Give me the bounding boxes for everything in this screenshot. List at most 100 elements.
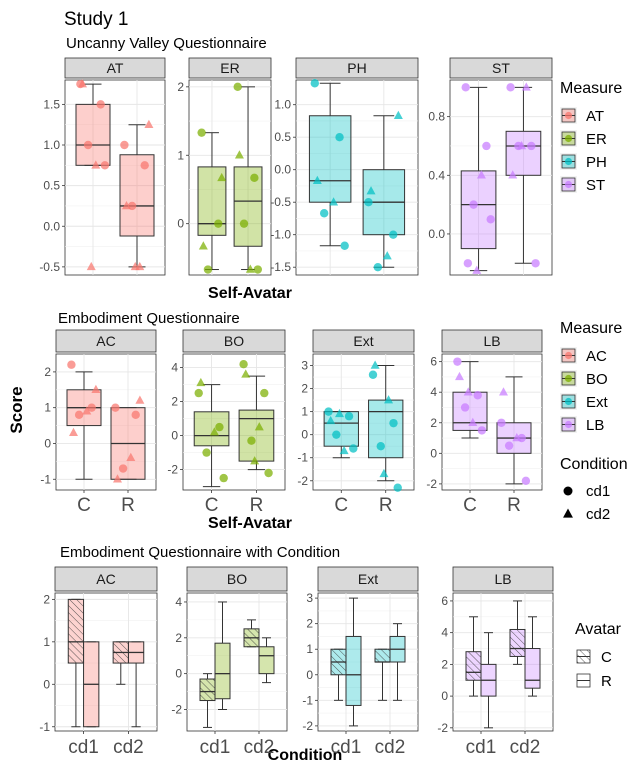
- y-tick-label: 1: [44, 401, 51, 415]
- data-point-cd2: [472, 265, 482, 274]
- data-point-cd1: [504, 441, 514, 450]
- data-point-cd2: [366, 186, 376, 195]
- chart-2: Embodiment Questionnaire Self-Avatar AC -1 0…: [40, 310, 627, 532]
- legend-label: PH: [586, 154, 607, 171]
- facet-ext: Ext -2 -1 0 1 2 3 cd1 cd2: [302, 566, 419, 758]
- data-point-cd1: [319, 209, 329, 218]
- y-tick-label: 2: [171, 395, 178, 409]
- y-tick-label: 0: [43, 677, 50, 691]
- data-point-cd2: [130, 261, 140, 271]
- legend-label: BO: [586, 371, 608, 388]
- data-point-cd1: [335, 133, 344, 142]
- y-tick-label: 2: [177, 80, 184, 94]
- y-tick-label: 0.0: [428, 227, 445, 241]
- data-point-cd2: [379, 468, 389, 478]
- y-tick-label: -1.0: [270, 228, 291, 242]
- y-tick-label: 0.8: [428, 110, 445, 124]
- y-tick-label: -2: [426, 477, 437, 491]
- x-tick-label: cd2: [510, 737, 541, 758]
- legend: Measure AT ER PH ST: [560, 80, 622, 194]
- data-point-cd2: [521, 82, 531, 91]
- facet-strip: [188, 57, 272, 79]
- data-point-cd1: [373, 263, 383, 272]
- data-point-cd1: [96, 100, 105, 109]
- data-point-cd2: [144, 119, 154, 128]
- legend-key-point: [564, 111, 573, 120]
- y-tick-label: 0: [430, 446, 437, 460]
- facet-label: ST: [492, 60, 510, 76]
- facet-bo: BO -2 0 2 4 cd1 cd2: [171, 566, 288, 758]
- legend-key-point: [564, 180, 573, 189]
- data-point-cd1: [140, 161, 149, 170]
- facet-strip: [452, 566, 554, 592]
- y-tick-label: 3: [306, 591, 313, 605]
- facet-bo: BO -2 0 2 4 C R: [167, 329, 286, 516]
- data-point-cd2: [370, 360, 380, 369]
- chart-title: Embodiment Questionnaire with Condition: [60, 544, 340, 561]
- data-point-cd2: [250, 456, 260, 465]
- panel-border: [64, 79, 166, 276]
- legend-key-point: [564, 351, 573, 360]
- legend-title: Avatar: [575, 621, 622, 638]
- data-point-cd1: [460, 403, 470, 412]
- x-tick-label: cd1: [200, 737, 231, 758]
- data-point-cd1: [111, 403, 120, 412]
- legend-label: Ext: [586, 394, 609, 411]
- data-point-cd2: [241, 369, 251, 378]
- data-point-cd2: [196, 377, 206, 387]
- y-tick-label: 2: [175, 631, 182, 645]
- y-tick-label: 4: [171, 361, 178, 375]
- y-tick-label: 1.5: [43, 97, 60, 111]
- legend: Measure AC BO Ext LB Condition cd1 cd2: [560, 320, 628, 523]
- data-point-cd2: [113, 474, 122, 483]
- facet-label: AT: [107, 60, 124, 76]
- x-tick-label: C: [334, 495, 348, 516]
- panel-border: [55, 353, 157, 491]
- data-point-cd1: [340, 241, 349, 250]
- facet-ac: AC -1 0 1 2 cd1 cd2: [39, 566, 158, 758]
- box: [193, 411, 230, 447]
- data-point-cd2: [468, 417, 478, 427]
- data-point-cd2: [382, 251, 392, 260]
- data-point-cd2: [245, 264, 255, 273]
- x-tick-label: R: [250, 495, 264, 516]
- data-point-cd2: [329, 197, 339, 206]
- data-point-cd1: [250, 173, 259, 183]
- y-tick-label: 1: [177, 148, 184, 162]
- legend-key-point: [564, 374, 573, 383]
- y-tick-label: 0: [441, 689, 448, 703]
- legend-label: cd2: [586, 506, 610, 523]
- facet-strip: [182, 329, 286, 353]
- y-tick-label: 2: [430, 416, 437, 430]
- data-point-cd1: [324, 407, 333, 416]
- data-point-cd2: [78, 79, 87, 88]
- box-r: [345, 635, 362, 706]
- data-point-cd2: [384, 395, 394, 404]
- y-tick-label: 2: [301, 382, 308, 396]
- x-axis-label: Self-Avatar: [208, 285, 292, 302]
- data-point-cd1: [527, 141, 536, 151]
- data-point-cd2: [517, 140, 527, 150]
- legend-key-point: [564, 134, 573, 143]
- data-point-cd1: [486, 215, 495, 224]
- y-tick-label: -2: [297, 474, 308, 488]
- data-point-cd2: [69, 427, 78, 436]
- data-point-cd1: [332, 430, 341, 439]
- facet-label: LB: [483, 333, 500, 349]
- y-tick-label: -1.5: [270, 260, 291, 274]
- data-point-cd2: [339, 445, 349, 455]
- data-point-cd2: [217, 172, 227, 182]
- facet-label: Ext: [353, 333, 373, 349]
- x-tick-label: R: [379, 495, 393, 516]
- y-tick-label: 2: [43, 592, 50, 606]
- data-point-cd1: [260, 388, 269, 398]
- data-point-cd1: [247, 436, 256, 445]
- box: [238, 409, 275, 462]
- box-r: [258, 646, 275, 675]
- panel-border: [182, 353, 286, 491]
- data-point-cd2: [234, 150, 244, 159]
- data-point-cd2: [463, 387, 473, 396]
- data-point-cd1: [389, 230, 398, 239]
- y-tick-label: 1.0: [274, 98, 291, 112]
- data-point-cd1: [349, 444, 358, 453]
